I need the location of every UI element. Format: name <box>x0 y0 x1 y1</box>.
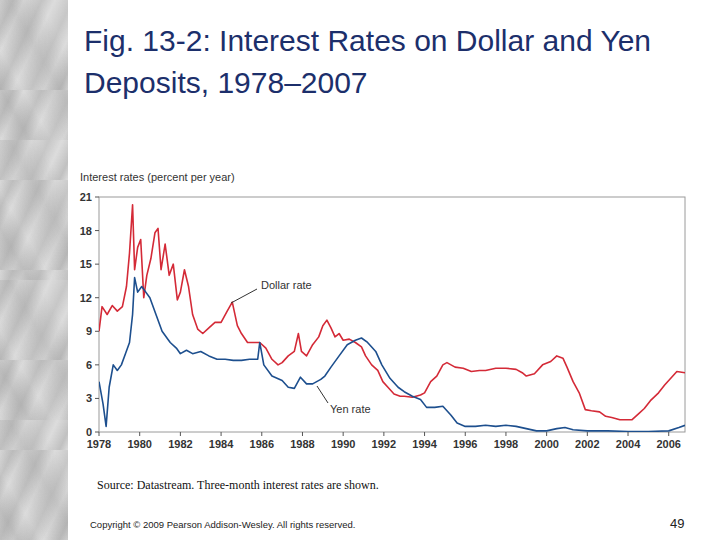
x-tick-label: 1984 <box>209 438 234 450</box>
x-tick <box>505 432 506 436</box>
marble-strip <box>0 0 68 540</box>
page-number: 49 <box>670 516 684 531</box>
series-line <box>99 205 685 420</box>
x-tick-label: 2002 <box>575 438 599 450</box>
y-tick-label: 18 <box>80 225 92 237</box>
x-tick-label: 1990 <box>331 438 355 450</box>
x-tick <box>587 432 588 436</box>
copyright: Copyright © 2009 Pearson Addison-Wesley.… <box>90 519 355 530</box>
x-tick <box>424 432 425 436</box>
x-tick-label: 1980 <box>127 438 151 450</box>
x-tick <box>546 432 547 436</box>
x-tick <box>221 432 222 436</box>
x-tick-label: 1992 <box>372 438 396 450</box>
y-tick <box>95 364 99 365</box>
x-tick-label: 1986 <box>250 438 274 450</box>
x-tick-label: 1994 <box>412 438 437 450</box>
y-tick <box>95 230 99 231</box>
annotation-leader <box>317 386 328 403</box>
x-tick-label: 1988 <box>290 438 314 450</box>
x-tick <box>668 432 669 436</box>
y-tick-label: 15 <box>80 258 92 270</box>
x-tick <box>99 432 100 436</box>
slide: Fig. 13-2: Interest Rates on Dollar and … <box>0 0 720 540</box>
y-tick-label: 0 <box>86 426 92 438</box>
y-tick-label: 9 <box>86 325 92 337</box>
y-tick-label: 21 <box>80 191 92 203</box>
annotation-leader <box>231 289 257 303</box>
title: Fig. 13-2: Interest Rates on Dollar and … <box>84 20 674 104</box>
plot-frame <box>99 197 685 432</box>
y-tick <box>95 432 99 433</box>
series-label: Dollar rate <box>261 279 312 291</box>
x-tick <box>628 432 629 436</box>
x-tick-label: 2004 <box>616 438 641 450</box>
x-tick-label: 1978 <box>87 438 111 450</box>
y-tick <box>95 398 99 399</box>
y-tick <box>95 197 99 198</box>
y-tick <box>95 331 99 332</box>
x-tick <box>139 432 140 436</box>
x-tick-label: 1996 <box>453 438 477 450</box>
y-tick-label: 6 <box>86 359 92 371</box>
x-tick <box>465 432 466 436</box>
x-tick-label: 2000 <box>534 438 558 450</box>
series-line <box>99 278 685 432</box>
x-tick <box>343 432 344 436</box>
y-tick-label: 3 <box>86 392 92 404</box>
chart: 0 3 6 9 12 15 18 21 1978 1980 1982 1984 1986 1988 1990… <box>0 0 720 540</box>
source-note: Source: Datastream. Three-month interest… <box>97 478 379 493</box>
y-tick <box>95 297 99 298</box>
y-tick-label: 12 <box>80 292 92 304</box>
series-group <box>99 205 685 432</box>
x-tick-label: 1998 <box>494 438 518 450</box>
x-tick-label: 2006 <box>656 438 680 450</box>
x-tick-label: 1982 <box>168 438 192 450</box>
x-tick <box>302 432 303 436</box>
y-tick <box>95 264 99 265</box>
x-tick <box>261 432 262 436</box>
series-label: Yen rate <box>330 403 371 415</box>
x-tick <box>383 432 384 436</box>
y-axis-label: Interest rates (percent per year) <box>80 171 235 183</box>
x-tick <box>180 432 181 436</box>
